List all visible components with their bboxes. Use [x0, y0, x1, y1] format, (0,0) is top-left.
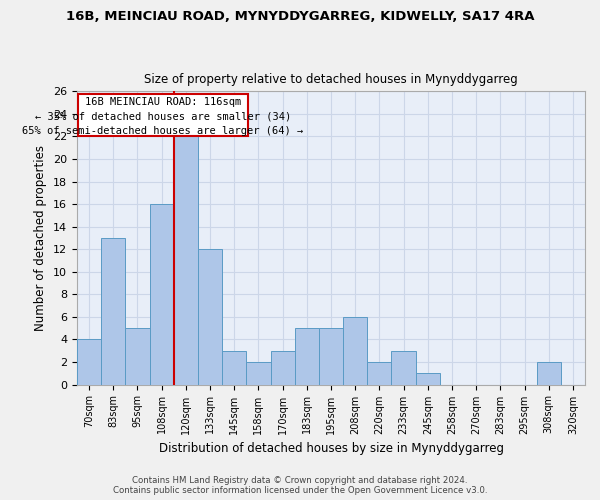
- Title: Size of property relative to detached houses in Mynyddygarreg: Size of property relative to detached ho…: [144, 73, 518, 86]
- Bar: [222, 350, 247, 384]
- Bar: [198, 249, 222, 384]
- Bar: [343, 317, 367, 384]
- Bar: [77, 340, 101, 384]
- Bar: [536, 362, 561, 384]
- X-axis label: Distribution of detached houses by size in Mynyddygarreg: Distribution of detached houses by size …: [158, 442, 503, 455]
- Bar: [101, 238, 125, 384]
- Bar: [367, 362, 391, 384]
- Text: 16B, MEINCIAU ROAD, MYNYDDYGARREG, KIDWELLY, SA17 4RA: 16B, MEINCIAU ROAD, MYNYDDYGARREG, KIDWE…: [66, 10, 534, 23]
- Text: Contains HM Land Registry data © Crown copyright and database right 2024.
Contai: Contains HM Land Registry data © Crown c…: [113, 476, 487, 495]
- Bar: [416, 374, 440, 384]
- Bar: [319, 328, 343, 384]
- Bar: [247, 362, 271, 384]
- Bar: [125, 328, 149, 384]
- Bar: [295, 328, 319, 384]
- Bar: [174, 136, 198, 384]
- Text: 16B MEINCIAU ROAD: 116sqm: 16B MEINCIAU ROAD: 116sqm: [85, 97, 241, 107]
- FancyBboxPatch shape: [78, 94, 248, 136]
- Text: ← 35% of detached houses are smaller (34): ← 35% of detached houses are smaller (34…: [35, 112, 291, 122]
- Bar: [149, 204, 174, 384]
- Text: 65% of semi-detached houses are larger (64) →: 65% of semi-detached houses are larger (…: [22, 126, 304, 136]
- Y-axis label: Number of detached properties: Number of detached properties: [34, 145, 47, 331]
- Bar: [271, 350, 295, 384]
- Bar: [391, 350, 416, 384]
